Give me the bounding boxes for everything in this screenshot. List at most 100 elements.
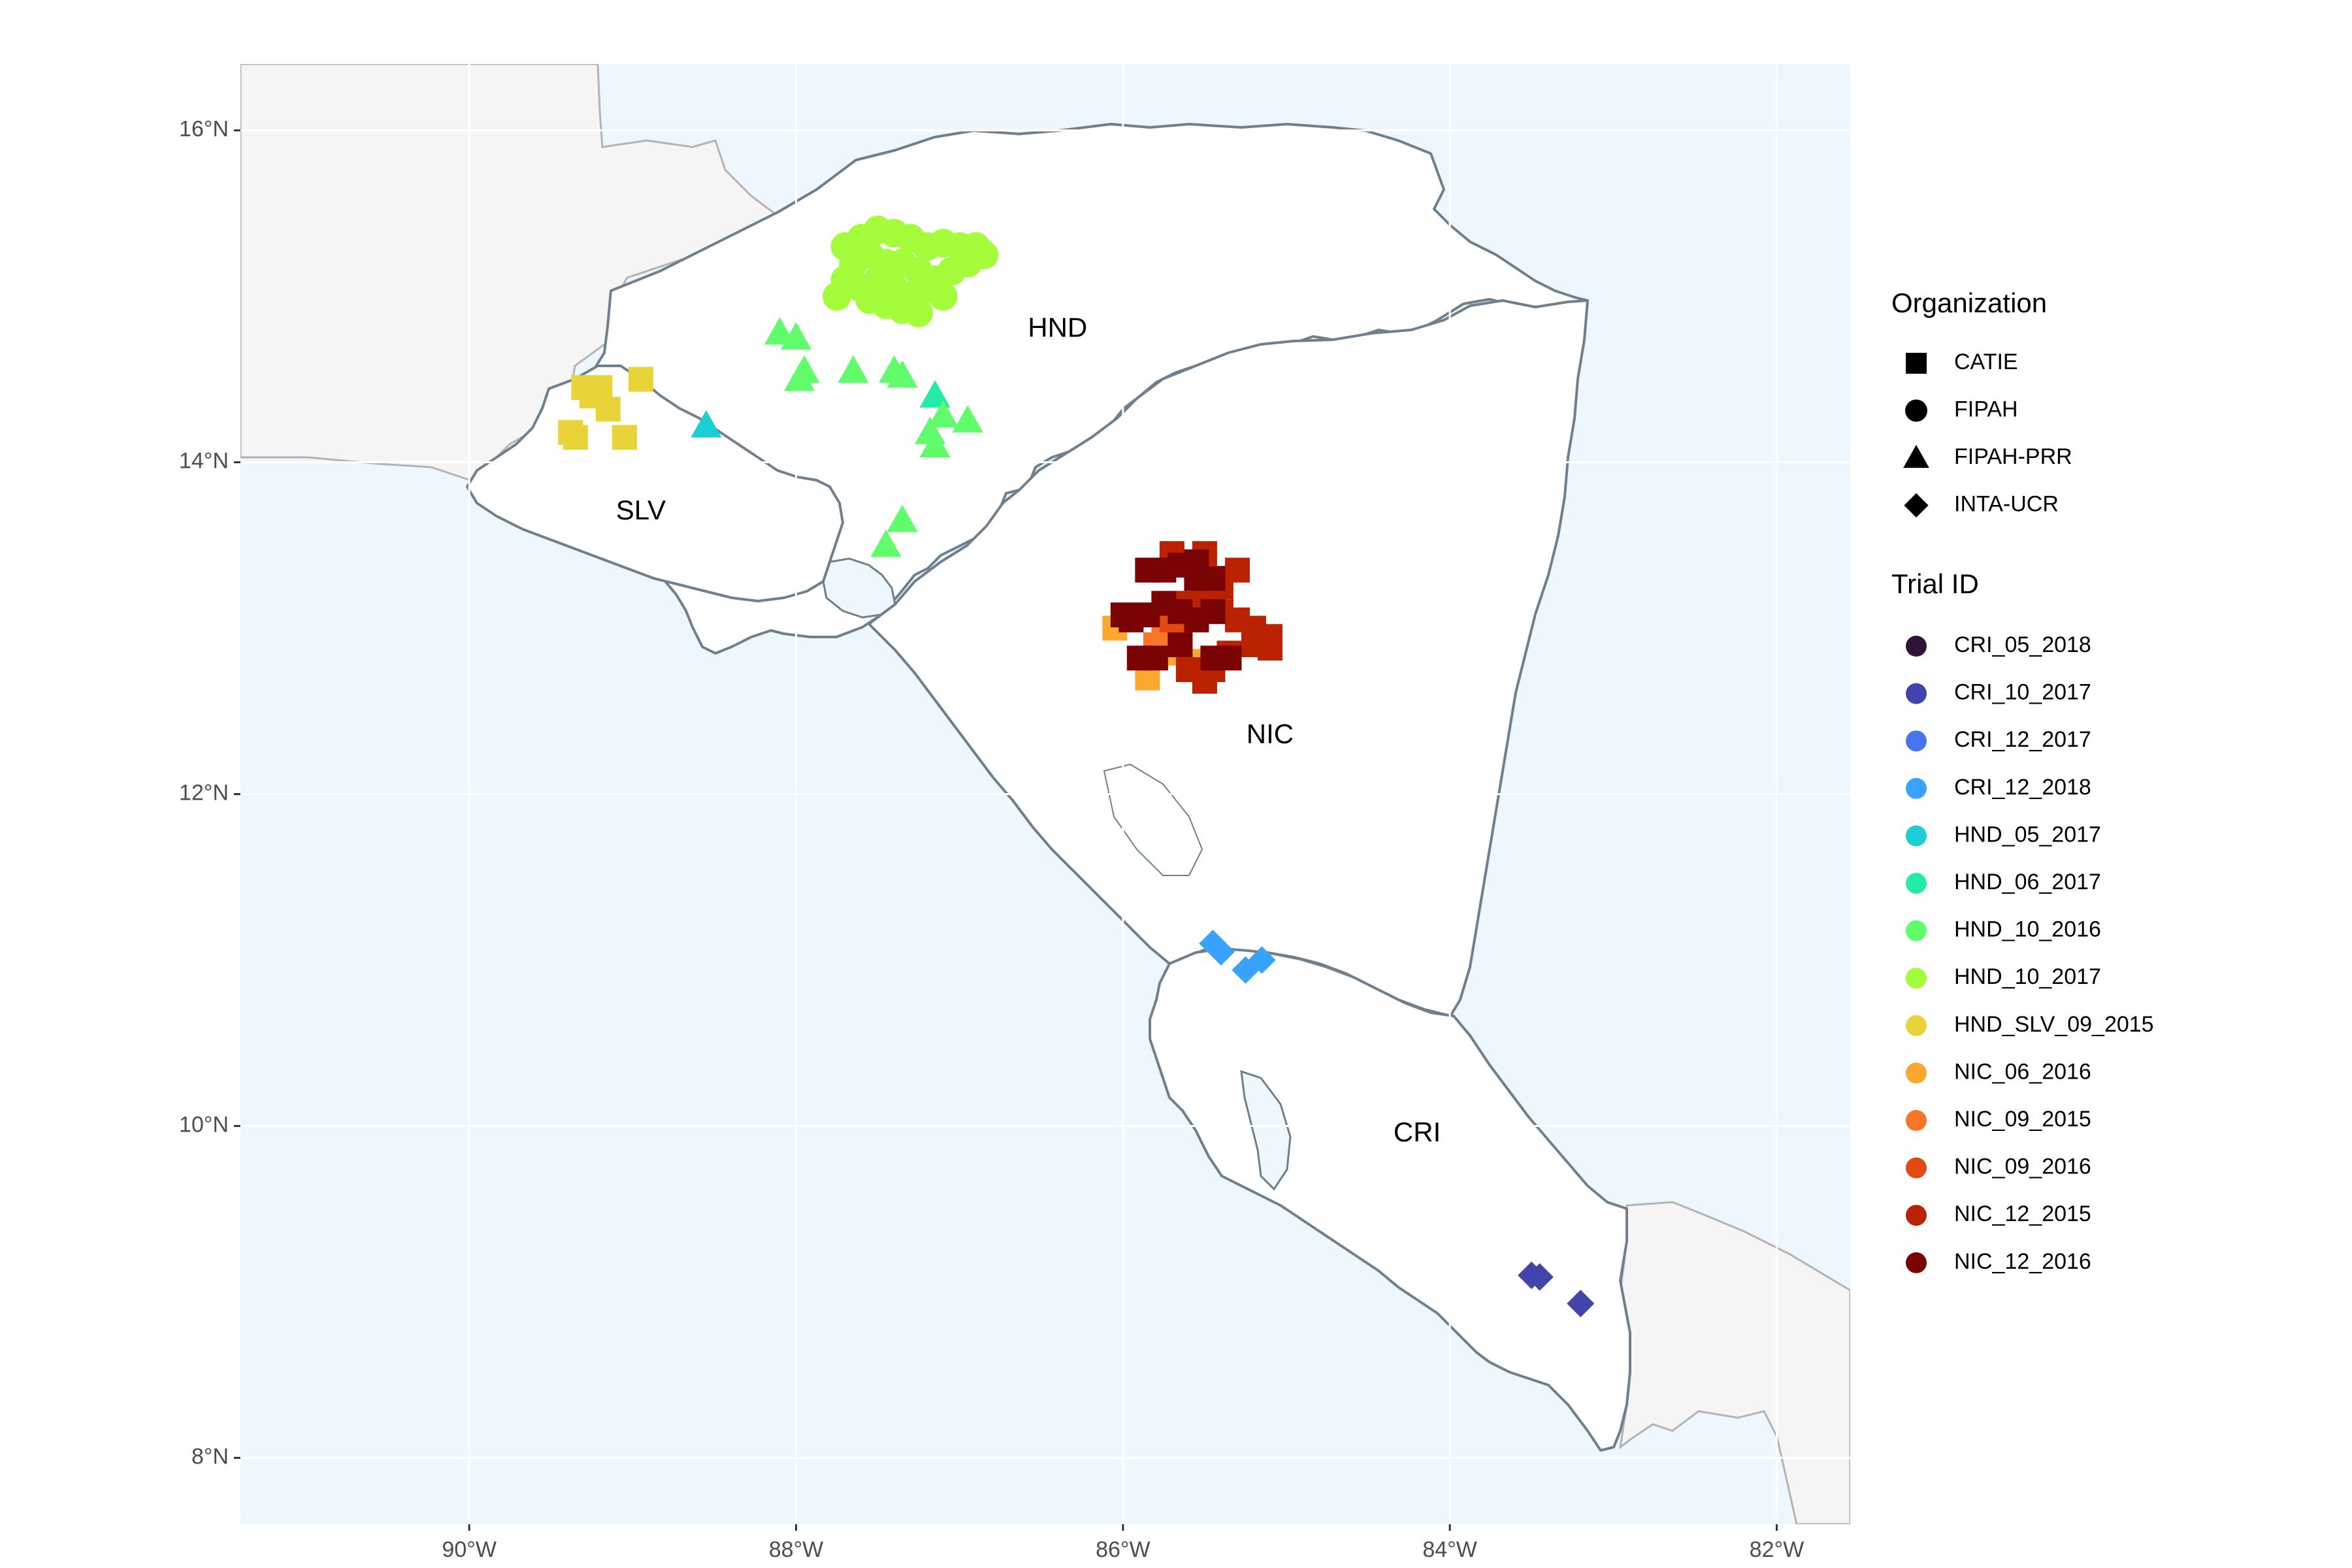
series-hnd_10_2017 [823,215,999,327]
legend-item-trial: CRI_10_2017 [1906,680,2091,705]
gulf-of-nicoya [1240,1070,1292,1191]
legend-item-trial: NIC_12_2016 [1906,1249,2091,1274]
series-hnd_slv_09_2015 [558,367,653,450]
data-point [838,355,869,383]
legend-key-circle [1906,1015,1927,1036]
legend-key-circle [1906,1110,1927,1131]
legend-key-circle [1906,968,1927,989]
y-tick-label: 10°N [179,1112,229,1137]
data-point [952,405,983,433]
series-hnd_10_2016 [764,317,983,557]
y-tick-label: 8°N [191,1444,229,1469]
lake-nicaragua [1103,763,1203,876]
legend-key-circle [1906,1157,1927,1179]
data-point [1217,645,1242,671]
data-point [1200,599,1226,625]
legend-key-circle [1906,1205,1927,1226]
legend-item-organization: FIPAH-PRR [1903,444,2072,469]
legend-label: FIPAH [1954,397,2018,421]
data-point [1567,1290,1595,1318]
legend-item-trial: HND_SLV_09_2015 [1906,1012,2154,1037]
legend-item-trial: NIC_12_2015 [1906,1201,2091,1226]
legend-key-diamond [1904,493,1929,518]
data-point [953,248,983,278]
x-tick-label: 88°W [769,1537,824,1562]
data-point [855,285,885,314]
legend-key-circle [1906,636,1927,657]
legend-label: INTA-UCR [1954,491,2059,516]
data-point [928,400,959,428]
data-point [691,410,722,438]
x-tick-label: 82°W [1750,1537,1805,1562]
series-cri_12_2018 [1199,929,1276,984]
legend-key-circle [1906,683,1927,704]
map-panel: HND SLV NIC CRI [240,64,1850,1524]
data-point [823,282,852,311]
legend-item-trial: CRI_05_2018 [1906,632,2091,657]
legend-label: CRI_10_2017 [1954,680,2091,705]
data-point [612,425,637,450]
legend-item-organization: INTA-UCR [1904,491,2059,518]
legend-item-trial: NIC_09_2015 [1906,1107,2091,1132]
legend-item-trial: HND_05_2017 [1906,822,2101,847]
legend-key-circle [1906,777,1927,799]
legend-item-trial: NIC_09_2016 [1906,1154,2091,1179]
country-labels: HND SLV NIC CRI [616,312,1441,1147]
legend-label: CATIE [1954,350,2018,374]
country-label-nic: NIC [1247,719,1294,749]
country-label-slv: SLV [616,495,666,525]
series-hnd_05_2017 [691,410,722,438]
x-tick-label: 86°W [1096,1537,1151,1562]
legend-label: HND_10_2016 [1954,917,2101,942]
legend-key-circle [1905,399,1927,422]
data-point [1184,566,1209,591]
y-tick-label: 16°N [179,117,229,142]
data-point [1168,632,1193,657]
legend: Organization CATIE FIPAH FIPAH-PRR INTA-UCR T… [1891,287,2154,1274]
data-point [887,360,918,388]
y-tick-label: 14°N [179,449,229,474]
series-hnd_06_2017 [919,380,951,408]
data-point [1175,657,1201,683]
data-point [919,380,951,408]
country-label-hnd: HND [1028,312,1087,342]
legend-item-trial: NIC_06_2016 [1906,1059,2091,1084]
legend-label: HND_SLV_09_2015 [1954,1012,2154,1037]
series-cri_10_2017 [1518,1261,1595,1318]
legend-item-trial: CRI_12_2018 [1906,775,2091,800]
legend-label: NIC_06_2016 [1954,1059,2091,1084]
data-point [928,282,958,311]
x-tick-label: 84°W [1422,1537,1477,1562]
data-point [595,397,621,422]
legend-key-square [1906,353,1927,374]
legend-key-circle [1906,825,1927,847]
axes: 90°W 88°W 86°W 84°W 82°W 8°N 10°N 12°N 14°N 16°N [179,117,1804,1562]
legend-key-circle [1906,873,1927,894]
legend-label: NIC_09_2015 [1954,1107,2091,1132]
data-point [870,529,902,557]
legend-title-trial-id: Trial ID [1891,568,1979,599]
gridlines [240,64,1850,1524]
legend-label: HND_06_2017 [1954,870,2101,894]
data-point [1526,1263,1554,1291]
data-point [780,322,812,350]
data-point [628,367,653,392]
y-tick-label: 12°N [179,780,229,805]
legend-key-circle [1906,1252,1927,1273]
land-costa-rica [1149,947,1631,1452]
data-point [919,430,951,458]
legend-item-trial: CRI_12_2017 [1906,727,2091,752]
data-point [783,363,815,391]
legend-label: NIC_12_2016 [1954,1249,2091,1274]
legend-label: FIPAH-PRR [1954,444,2072,469]
legend-item-organization: FIPAH [1905,397,2018,422]
data-point [887,504,918,532]
x-tick-label: 90°W [442,1537,497,1562]
data-point [1248,946,1276,974]
legend-label: CRI_12_2017 [1954,727,2091,752]
legend-item-trial: HND_10_2017 [1906,964,2101,989]
legend-key-circle [1906,1062,1927,1084]
country-label-cri: CRI [1394,1117,1441,1147]
legend-label: CRI_12_2018 [1954,775,2091,800]
